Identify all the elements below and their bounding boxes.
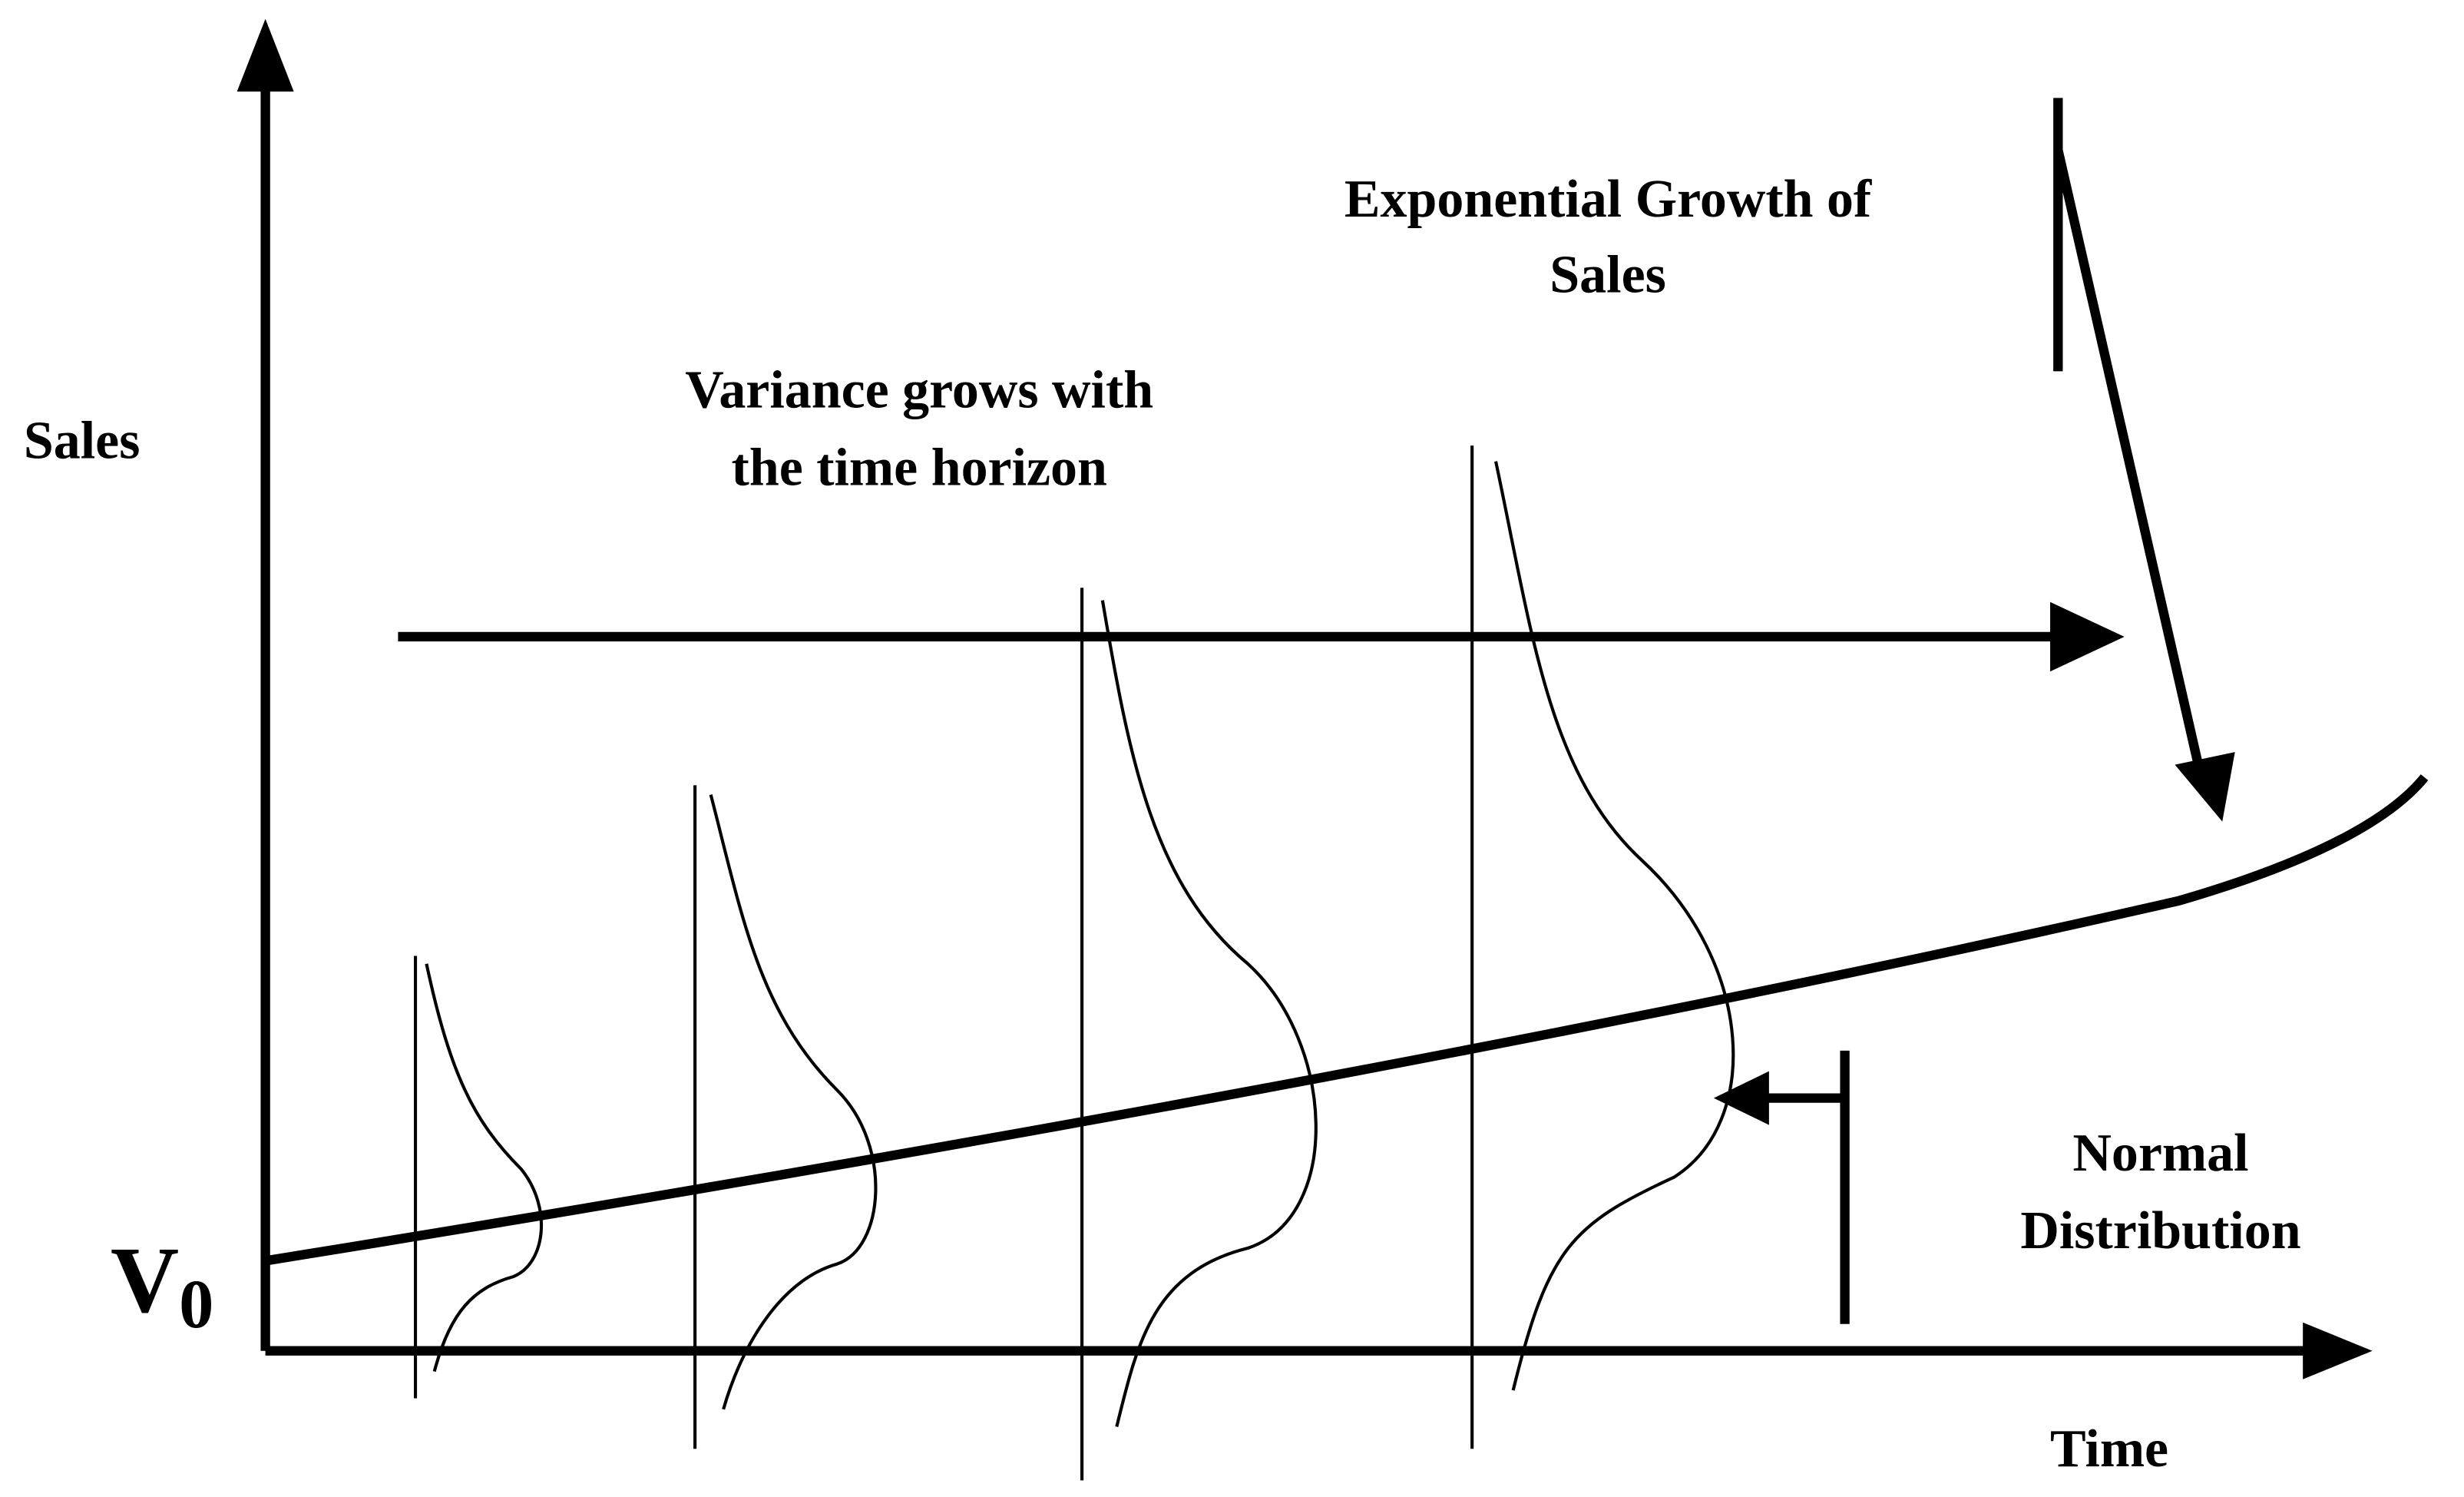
dist-curve — [1494, 461, 1735, 1391]
x-axis-label: Time — [2050, 1419, 2168, 1479]
pointer-arrowhead — [2175, 752, 2235, 822]
dist-curve — [709, 794, 878, 1410]
dist-pointer-arrowhead — [1713, 1071, 1769, 1125]
annotation: Exponential Growth of — [1344, 170, 1872, 229]
horizon-arrowhead — [2050, 601, 2125, 672]
annotation: Sales — [1550, 246, 1666, 305]
dist-curve — [1100, 600, 1318, 1427]
pointer-line — [2053, 149, 2204, 768]
annotation: Distribution — [2020, 1201, 2300, 1260]
y-axis-arrowhead — [236, 18, 294, 92]
growth-curve — [264, 774, 2429, 1266]
origin-subscript: 0 — [179, 1265, 213, 1343]
annotation: Normal — [2072, 1124, 2248, 1183]
origin-label: V0 — [111, 1227, 213, 1343]
y-axis-label: Sales — [24, 412, 141, 471]
annotation: the time horizon — [732, 438, 1107, 497]
origin-symbol: V — [111, 1227, 179, 1332]
dist-curve — [425, 963, 544, 1372]
annotation: Variance grows with — [685, 361, 1153, 420]
x-axis-arrowhead — [2303, 1322, 2373, 1379]
